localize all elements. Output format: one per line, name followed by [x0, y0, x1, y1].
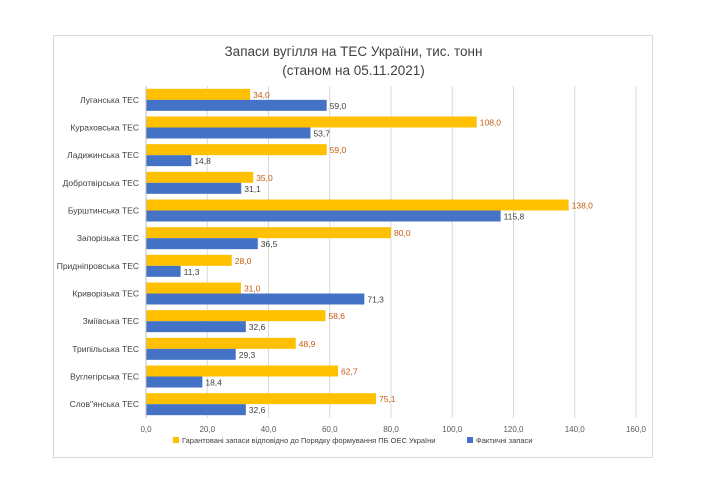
actual-stock-bar	[146, 265, 181, 277]
x-tick-label: 60,0	[322, 425, 338, 434]
chart-title: Запаси вугілля на ТЕС України, тис. тонн	[224, 44, 483, 59]
category-label: Бурштинська ТЕС	[68, 206, 139, 216]
category-label: Ладижинська ТЕС	[67, 150, 139, 160]
guaranteed-stock-bar	[146, 393, 376, 405]
guaranteed-stock-bar	[146, 116, 477, 128]
guaranteed-stock-bar	[146, 365, 339, 377]
category-label: Зміївська ТЕС	[83, 316, 139, 326]
data-label: 53,7	[313, 129, 330, 139]
x-tick-label: 140,0	[565, 425, 586, 434]
gridlines	[145, 86, 637, 418]
guaranteed-stock-bar	[146, 254, 232, 266]
data-label: 14,8	[194, 156, 211, 166]
guaranteed-stock-bar	[146, 227, 391, 239]
category-labels: Луганська ТЕС Кураховська ТЕС Ладижинська …	[57, 95, 139, 409]
data-label: 34,0	[253, 90, 270, 100]
legend-label: Фактичні запаси	[476, 436, 532, 445]
actual-stock-bar	[146, 210, 501, 222]
category-label: Кураховська ТЕС	[70, 123, 139, 133]
data-label: 71,3	[367, 295, 384, 305]
actual-stock-bar	[146, 99, 327, 111]
guaranteed-stock-bar	[146, 310, 326, 322]
category-label: Криворізька ТЕС	[72, 289, 139, 299]
actual-stock-bar	[146, 127, 311, 139]
x-tick-labels: 0,0 20,0 40,0 60,0 80,0 100,0 120,0 140,0 160,0	[140, 425, 646, 434]
actual-stock-bar	[146, 155, 192, 167]
data-label: 35,0	[256, 173, 273, 183]
actual-stock-bar	[146, 348, 236, 360]
category-label: Добротвірська ТЕС	[63, 178, 139, 188]
data-label: 59,0	[330, 101, 347, 111]
data-label: 115,8	[504, 212, 525, 222]
category-label: Вуглегірська ТЕС	[70, 372, 139, 382]
x-tick-label: 80,0	[383, 425, 399, 434]
category-label: Слов"янська ТЕС	[70, 399, 139, 409]
data-label: 62,7	[341, 367, 358, 377]
data-label: 29,3	[239, 350, 256, 360]
x-tick-label: 20,0	[199, 425, 215, 434]
data-label: 32,6	[249, 405, 266, 415]
data-label: 31,1	[244, 184, 261, 194]
x-tick-label: 0,0	[140, 425, 152, 434]
data-label: 32,6	[249, 322, 266, 332]
x-tick-label: 100,0	[442, 425, 463, 434]
actual-stock-bar	[146, 182, 242, 194]
category-label: Луганська ТЕС	[80, 95, 139, 105]
guaranteed-stock-bar	[146, 337, 296, 349]
actual-stock-bar	[146, 376, 203, 388]
chart-title-block: Запаси вугілля на ТЕС України, тис. тонн…	[0, 42, 707, 80]
data-label: 75,1	[379, 394, 396, 404]
category-label: Запорізька ТЕС	[77, 233, 139, 243]
data-label: 18,4	[205, 378, 222, 388]
chart-subtitle: (станом на 05.11.2021)	[282, 63, 425, 78]
x-tick-label: 160,0	[626, 425, 647, 434]
guaranteed-stock-bar	[146, 144, 327, 156]
actual-stock-bar	[146, 238, 258, 250]
guaranteed-stock-bar	[146, 282, 241, 294]
actual-stock-bar	[146, 404, 246, 416]
data-label: 80,0	[394, 228, 411, 238]
legend-swatch	[173, 437, 179, 443]
legend-swatch	[467, 437, 473, 443]
data-label: 36,5	[261, 239, 278, 249]
legend: Гарантовані запаси відповідно до Порядку…	[173, 436, 532, 445]
guaranteed-stock-bar	[146, 199, 569, 211]
guaranteed-stock-bar	[146, 88, 251, 100]
data-label: 28,0	[235, 256, 252, 266]
data-label: 31,0	[244, 284, 261, 294]
x-tick-label: 120,0	[503, 425, 524, 434]
actual-stock-bar	[146, 321, 246, 333]
data-label: 138,0	[572, 201, 594, 211]
actual-stock-bar	[146, 293, 365, 305]
category-label: Придніпровська ТЕС	[57, 261, 139, 271]
category-label: Трипільська ТЕС	[72, 344, 139, 354]
guaranteed-stock-bar	[146, 171, 254, 183]
data-label: 58,6	[328, 311, 345, 321]
data-label: 108,0	[480, 118, 502, 128]
legend-label: Гарантовані запаси відповідно до Порядку…	[182, 436, 435, 445]
data-label: 11,3	[184, 267, 200, 277]
data-label: 59,0	[330, 145, 347, 155]
data-label: 48,9	[299, 339, 316, 349]
x-tick-label: 40,0	[261, 425, 277, 434]
bars: 34,059,0108,053,759,014,835,031,1138,011…	[145, 86, 594, 418]
